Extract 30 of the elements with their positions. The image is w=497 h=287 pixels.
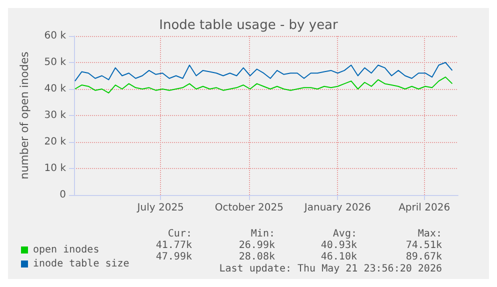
- text: Max:: [418, 228, 442, 240]
- y-tick-label: 30 k: [44, 110, 66, 121]
- x-tick-label: July 2025: [136, 202, 184, 214]
- chart-title: Inode table usage - by year: [159, 18, 339, 33]
- y-tick-label: 20 k: [44, 136, 66, 148]
- text: Min:: [250, 228, 275, 240]
- y-axis-title: number of open inodes: [18, 51, 31, 180]
- y-tick-label: 40 k: [44, 84, 66, 94]
- legend-label: inode table size: [33, 258, 130, 270]
- text: Avg:: [332, 228, 357, 240]
- text: Cur:: [168, 228, 192, 240]
- y-tick-label: 10 k: [44, 163, 66, 174]
- text: 28.08k: [238, 252, 275, 262]
- legend-label: open inodes: [33, 244, 100, 256]
- y-tick-label: 60 k: [44, 30, 66, 42]
- text: Last update: Thu May 21 23:56:20 2026: [219, 264, 442, 274]
- text: 47.99k: [156, 252, 192, 262]
- x-tick-label: April 2026: [398, 202, 450, 214]
- line-series: [74, 62, 453, 82]
- text: 40.93k: [320, 240, 357, 251]
- text: 41.77k: [156, 240, 192, 251]
- text: 46.10k: [320, 252, 357, 262]
- line-series: [74, 76, 453, 94]
- text: 74.51k: [406, 240, 442, 251]
- text: 89.67k: [406, 252, 442, 262]
- text: 26.99k: [238, 240, 275, 251]
- x-tick-label: January 2026: [303, 202, 371, 214]
- y-tick-label: 50 k: [44, 57, 66, 68]
- y-tick-label: 0: [60, 190, 66, 200]
- x-tick-label: October 2025: [214, 202, 284, 214]
